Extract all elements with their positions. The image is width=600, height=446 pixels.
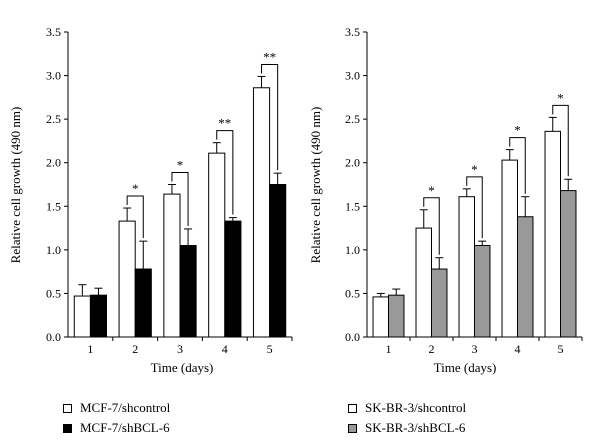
x-axis-label: Time (days) bbox=[434, 360, 497, 375]
x-axis-label: Time (days) bbox=[151, 360, 214, 375]
bar-shcontrol bbox=[415, 227, 432, 338]
x-tick-label: 4 bbox=[515, 342, 521, 356]
y-tick-label: 2.0 bbox=[345, 156, 360, 170]
x-tick-label: 2 bbox=[429, 342, 435, 356]
legend-skbr3: SK-BR-3/shcontrol SK-BR-3/shBCL-6 bbox=[348, 398, 466, 438]
y-tick-label: 3.0 bbox=[345, 69, 360, 83]
y-tick-label: 0.0 bbox=[345, 330, 360, 344]
y-tick-label: 2.5 bbox=[46, 112, 61, 126]
y-tick-label: 1.5 bbox=[345, 199, 360, 213]
y-tick-label: 1.5 bbox=[46, 199, 61, 213]
significance-star: * bbox=[557, 90, 564, 105]
x-tick-label: 5 bbox=[267, 342, 273, 356]
y-tick-label: 0.5 bbox=[46, 286, 61, 300]
significance-bracket bbox=[126, 195, 144, 239]
y-tick-label: 0.5 bbox=[345, 286, 360, 300]
chart-skbr3: Relative cell growth (490 nm) Time (days… bbox=[308, 25, 583, 375]
legend-item: MCF-7/shcontrol bbox=[63, 398, 170, 418]
significance-star: * bbox=[177, 158, 184, 173]
bar-shbcl6 bbox=[517, 216, 534, 338]
y-tick-label: 1.0 bbox=[46, 243, 61, 257]
bar-shbcl6 bbox=[224, 220, 242, 338]
bar-shbcl6 bbox=[134, 268, 152, 338]
bar-shcontrol bbox=[252, 87, 271, 338]
significance-star: * bbox=[428, 183, 435, 198]
significance-bracket bbox=[171, 172, 189, 226]
bar-shcontrol bbox=[118, 220, 136, 338]
x-tick-label: 1 bbox=[386, 342, 392, 356]
bar-shbcl6 bbox=[179, 245, 197, 338]
bar-shcontrol bbox=[458, 196, 475, 338]
legend-item: SK-BR-3/shBCL-6 bbox=[348, 418, 466, 438]
significance-bracket bbox=[466, 176, 483, 239]
bar-shcontrol bbox=[208, 152, 226, 338]
significance-bracket bbox=[216, 130, 234, 215]
chart-mcf7: Relative cell growth (490 nm) Time (days… bbox=[8, 25, 293, 375]
significance-star: * bbox=[471, 162, 478, 177]
y-tick-label: 3.0 bbox=[46, 69, 61, 83]
y-tick-label: 3.5 bbox=[345, 25, 360, 39]
legend-mcf7: MCF-7/shcontrol MCF-7/shBCL-6 bbox=[63, 398, 170, 438]
legend-swatch-shbcl6 bbox=[348, 423, 357, 433]
y-tick-label: 0.0 bbox=[46, 330, 61, 344]
significance-bracket bbox=[552, 104, 569, 177]
bar-shcontrol bbox=[163, 193, 181, 338]
significance-star: ** bbox=[218, 116, 231, 131]
bar-shbcl6 bbox=[388, 294, 405, 338]
bar-shbcl6 bbox=[269, 184, 287, 338]
bar-shcontrol bbox=[73, 295, 91, 338]
significance-bracket bbox=[261, 63, 279, 171]
legend-swatch-shcontrol bbox=[63, 403, 72, 413]
bar-shbcl6 bbox=[89, 294, 108, 338]
bar-shcontrol bbox=[501, 159, 518, 338]
y-tick-label: 1.0 bbox=[345, 243, 360, 257]
significance-bracket bbox=[423, 197, 440, 255]
y-axis-label: Relative cell growth (490 nm) bbox=[8, 107, 23, 264]
y-axis-label: Relative cell growth (490 nm) bbox=[308, 107, 323, 264]
significance-star: * bbox=[132, 181, 139, 196]
significance-bracket bbox=[509, 137, 526, 194]
legend-item: SK-BR-3/shcontrol bbox=[348, 398, 466, 418]
legend-swatch-shbcl6 bbox=[63, 423, 72, 433]
legend-item: MCF-7/shBCL-6 bbox=[63, 418, 170, 438]
x-tick-label: 4 bbox=[222, 342, 228, 356]
significance-star: ** bbox=[263, 49, 276, 64]
x-tick-label: 1 bbox=[87, 342, 93, 356]
legend-swatch-shcontrol bbox=[348, 403, 357, 413]
legend-label: MCF-7/shcontrol bbox=[80, 400, 171, 415]
x-tick-label: 3 bbox=[177, 342, 183, 356]
bar-shbcl6 bbox=[431, 268, 448, 338]
x-tick-label: 3 bbox=[472, 342, 478, 356]
bar-shbcl6 bbox=[474, 245, 491, 338]
significance-star: * bbox=[514, 123, 521, 138]
bar-shbcl6 bbox=[560, 190, 577, 338]
x-tick-label: 5 bbox=[558, 342, 564, 356]
legend-label: SK-BR-3/shcontrol bbox=[365, 400, 467, 415]
y-tick-label: 2.5 bbox=[345, 112, 360, 126]
legend-label: MCF-7/shBCL-6 bbox=[80, 420, 170, 435]
y-tick-label: 3.5 bbox=[46, 25, 61, 39]
x-tick-label: 2 bbox=[132, 342, 138, 356]
bar-shcontrol bbox=[372, 296, 389, 338]
y-tick-label: 2.0 bbox=[46, 156, 61, 170]
legend-label: SK-BR-3/shBCL-6 bbox=[365, 420, 466, 435]
bar-shcontrol bbox=[544, 130, 562, 338]
